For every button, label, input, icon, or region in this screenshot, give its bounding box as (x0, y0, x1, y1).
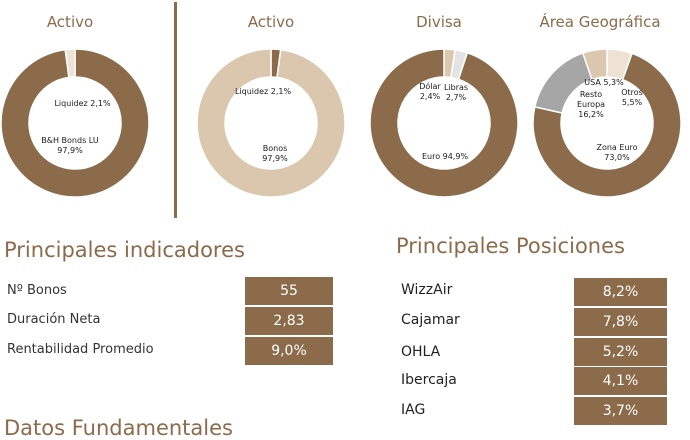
indicator-value-num-bonos: 55 (245, 277, 333, 305)
label-liquidez-chart1: Liquidez 2,1% (54, 99, 111, 108)
donut-slice-bonos (196, 48, 346, 198)
position-label-iag: IAG (401, 402, 426, 418)
label-resto-value: 16,2% (578, 110, 604, 119)
label-zona-euro-chart4: Zona Euro 73,0% (591, 143, 643, 163)
indicator-label-num-bonos: Nº Bonos (7, 283, 67, 298)
label-zona-euro-name: Zona Euro (596, 143, 638, 152)
label-resto-europa-chart4: Resto Europa 16,2% (573, 90, 609, 120)
chart-title-area-geografica: Área Geográfica (539, 13, 661, 31)
donut-slice-b-h-bonds-lu (0, 48, 150, 198)
label-libras-chart3: Libras 2,7% (439, 83, 473, 103)
label-bonos-value: 97,9% (262, 154, 288, 163)
positions-title: Principales Posiciones (396, 234, 625, 258)
position-label-ibercaja: Ibercaja (401, 372, 457, 388)
label-dolar-name: Dólar (419, 82, 441, 91)
vertical-divider (174, 2, 177, 218)
chart-title-divisa: Divisa (416, 13, 462, 31)
label-bh-bonds-chart1: B&H Bonds LU 97,9% (30, 136, 110, 156)
donut-chart-activo-2 (196, 48, 346, 198)
next-section-title: Datos Fundamentales (4, 416, 233, 440)
position-value-wizzair: 8,2% (574, 278, 667, 306)
indicator-label-duracion-neta: Duración Neta (7, 312, 101, 327)
position-value-iag: 3,7% (574, 397, 667, 425)
label-bonos-chart2: Bonos 97,9% (240, 144, 310, 164)
donut-chart-area-geografica (532, 48, 682, 198)
position-label-ohla: OHLA (401, 344, 441, 360)
position-value-ibercaja: 4,1% (574, 367, 667, 395)
donut-chart-activo-1 (0, 48, 150, 198)
label-bh-bonds-value: 97,9% (57, 146, 83, 155)
position-label-wizzair: WizzAir (401, 282, 453, 298)
label-libras-name: Libras (443, 83, 469, 92)
label-resto-line2: Europa (576, 100, 606, 109)
label-dolar-value: 2,4% (419, 92, 441, 101)
donut-slice-liquidez (64, 48, 76, 79)
label-otros-value: 5,5% (621, 98, 643, 107)
position-value-ohla: 5,2% (574, 338, 667, 366)
label-usa-chart4: USA 5,3% (584, 78, 624, 87)
label-euro-chart3: Euro 94,9% (421, 152, 469, 161)
label-libras-value: 2,7% (445, 93, 467, 102)
indicator-value-rentabilidad: 9,0% (245, 337, 333, 365)
label-resto-line1: Resto (579, 90, 603, 99)
label-otros-chart4: Otros 5,5% (616, 88, 648, 108)
chart-title-activo-2: Activo (247, 13, 295, 31)
label-liquidez-chart2: Liquidez 2,1% (234, 87, 292, 96)
position-value-cajamar: 7,8% (574, 308, 667, 336)
donut-chart-divisa (369, 48, 519, 198)
donut-slice-zona-euro (532, 52, 682, 198)
label-bh-bonds-name: B&H Bonds LU (41, 136, 99, 145)
label-zona-euro-value: 73,0% (604, 153, 630, 162)
label-dolar-chart3: Dólar 2,4% (413, 82, 447, 102)
label-bonos-name: Bonos (262, 144, 288, 153)
donut-slice-euro (369, 48, 519, 198)
position-label-cajamar: Cajamar (401, 312, 460, 328)
indicators-title: Principales indicadores (4, 238, 245, 262)
donut-slice-usa (581, 48, 608, 81)
label-otros-name: Otros (621, 88, 643, 97)
chart-title-activo-1: Activo (46, 13, 94, 31)
indicator-label-rentabilidad: Rentabilidad Promedio (7, 342, 154, 357)
indicator-value-duracion-neta: 2,83 (245, 307, 333, 335)
